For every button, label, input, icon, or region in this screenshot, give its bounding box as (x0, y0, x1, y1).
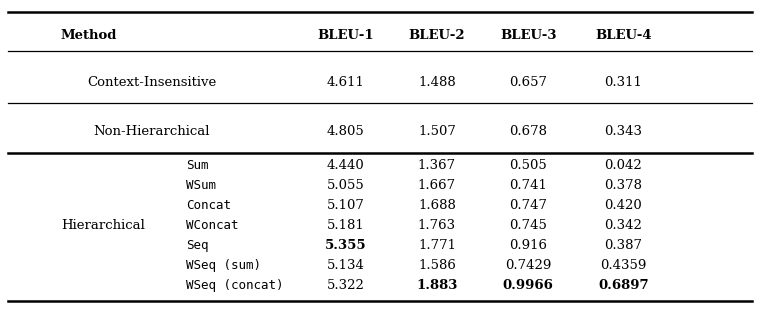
Text: Concat: Concat (186, 199, 231, 212)
Text: 1.771: 1.771 (418, 239, 456, 252)
Text: 1.488: 1.488 (418, 76, 456, 89)
Text: 1.883: 1.883 (416, 280, 458, 292)
Text: WConcat: WConcat (186, 219, 239, 232)
Text: BLEU-4: BLEU-4 (595, 29, 651, 42)
Text: Sum: Sum (186, 159, 209, 171)
Text: 4.611: 4.611 (327, 76, 365, 89)
Text: WSeq (sum): WSeq (sum) (186, 259, 261, 272)
Text: 0.042: 0.042 (604, 159, 642, 171)
Text: Hierarchical: Hierarchical (61, 219, 144, 232)
Text: 0.741: 0.741 (509, 179, 547, 192)
Text: BLEU-2: BLEU-2 (409, 29, 465, 42)
Text: 4.805: 4.805 (327, 125, 365, 138)
Text: 0.678: 0.678 (509, 125, 547, 138)
Text: 5.181: 5.181 (327, 219, 365, 232)
Text: Context-Insensitive: Context-Insensitive (87, 76, 217, 89)
Text: 0.916: 0.916 (509, 239, 547, 252)
Text: 5.055: 5.055 (327, 179, 365, 192)
Text: 1.667: 1.667 (418, 179, 456, 192)
Text: 1.367: 1.367 (418, 159, 456, 171)
Text: 1.688: 1.688 (418, 199, 456, 212)
Text: 0.378: 0.378 (604, 179, 642, 192)
Text: 0.9966: 0.9966 (503, 280, 553, 292)
Text: Non-Hierarchical: Non-Hierarchical (93, 125, 211, 138)
Text: 0.420: 0.420 (604, 199, 642, 212)
Text: 0.387: 0.387 (604, 239, 642, 252)
Text: 0.7429: 0.7429 (505, 259, 552, 272)
Text: 1.507: 1.507 (418, 125, 456, 138)
Text: Seq: Seq (186, 239, 209, 252)
Text: BLEU-3: BLEU-3 (500, 29, 556, 42)
Text: 0.745: 0.745 (509, 219, 547, 232)
Text: 0.4359: 0.4359 (600, 259, 647, 272)
Text: 1.763: 1.763 (418, 219, 456, 232)
Text: 0.311: 0.311 (604, 76, 642, 89)
Text: 0.342: 0.342 (604, 219, 642, 232)
Text: 0.747: 0.747 (509, 199, 547, 212)
Text: 5.134: 5.134 (327, 259, 365, 272)
Text: WSum: WSum (186, 179, 216, 192)
Text: 0.6897: 0.6897 (598, 280, 648, 292)
Text: Method: Method (61, 29, 117, 42)
Text: 0.505: 0.505 (509, 159, 547, 171)
Text: 5.355: 5.355 (325, 239, 366, 252)
Text: 1.586: 1.586 (418, 259, 456, 272)
Text: 0.657: 0.657 (509, 76, 547, 89)
Text: 4.440: 4.440 (327, 159, 365, 171)
Text: 5.107: 5.107 (327, 199, 365, 212)
Text: WSeq (concat): WSeq (concat) (186, 280, 283, 292)
Text: 0.343: 0.343 (604, 125, 642, 138)
Text: BLEU-1: BLEU-1 (318, 29, 374, 42)
Text: 5.322: 5.322 (327, 280, 365, 292)
